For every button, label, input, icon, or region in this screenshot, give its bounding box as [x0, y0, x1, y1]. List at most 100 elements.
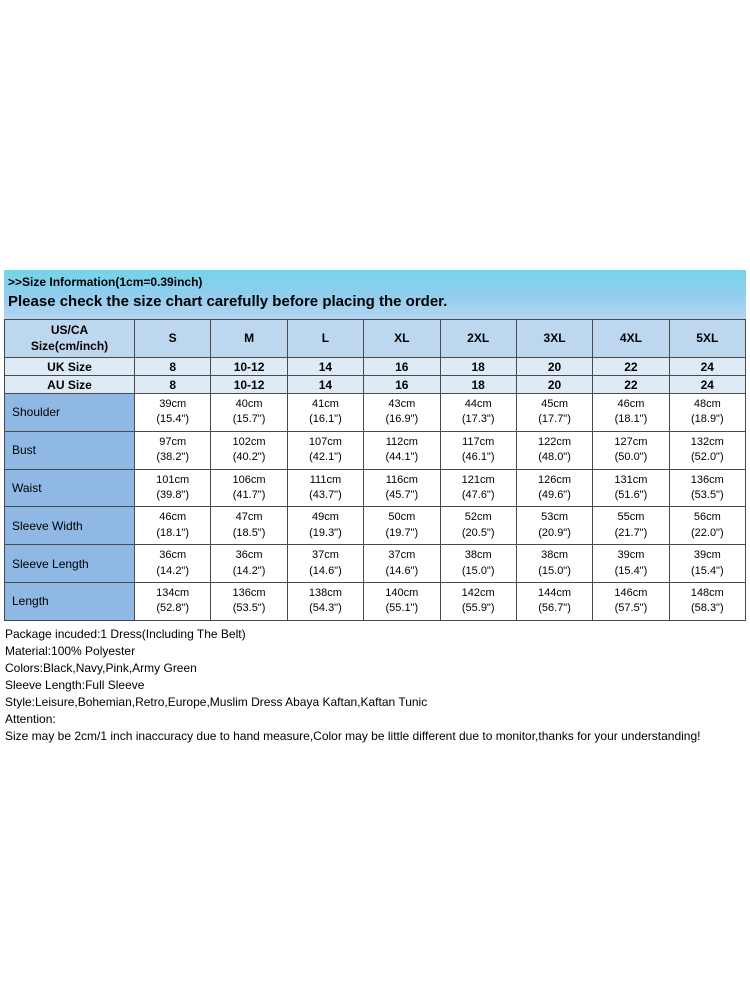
detail-line: Sleeve Length:Full Sleeve — [5, 677, 145, 692]
measurement-cm: 117cm — [462, 435, 495, 448]
measurement-cell: 50cm (19.7") — [363, 506, 441, 546]
measurement-inch: (15.0") — [461, 564, 495, 577]
measurement-inch: (18.1") — [614, 413, 648, 426]
measurement-cm: 46cm — [617, 398, 645, 410]
measurement-cell: 136cm (53.5") — [668, 468, 747, 508]
measurement-inch: (20.5") — [461, 526, 495, 539]
measurement-cell: 39cm (15.4") — [668, 544, 747, 583]
measurement-cm: 44cm — [464, 398, 492, 410]
measurement-cm: 52cm — [464, 511, 492, 524]
measurement-cm: 127cm — [614, 435, 648, 448]
measurement-inch: (58.3") — [690, 602, 724, 615]
measurement-cm: 39cm — [617, 549, 645, 562]
measurement-inch: (14.6") — [309, 564, 342, 577]
detail-line: Material:100% Polyester — [5, 643, 136, 658]
measurement-cell: 37cm (14.6") — [286, 544, 365, 583]
size-col-header: 5XL — [668, 319, 747, 358]
measurement-cm: 121cm — [461, 473, 495, 486]
measurement-cell: 127cm (50.0") — [592, 430, 670, 470]
measurement-inch: (15.0") — [538, 564, 571, 577]
header-band: >>Size Information(1cm=0.39inch) Please … — [4, 270, 746, 319]
measurement-inch: (18.9") — [690, 413, 724, 426]
measurement-inch: (19.7") — [385, 526, 419, 539]
size-col-header: L — [286, 319, 365, 358]
measurement-inch: (47.6") — [461, 488, 495, 501]
measurement-cell: 40cm (15.7") — [210, 393, 288, 432]
uk-size-value: 20 — [515, 357, 594, 376]
measurement-cm: 107cm — [308, 435, 342, 448]
measurement-cm: 45cm — [541, 398, 569, 410]
measurement-cm: 47cm — [235, 511, 263, 524]
measurement-inch: (54.3") — [309, 602, 342, 615]
au-size-value: 22 — [592, 375, 670, 394]
measurement-cm: 102cm — [232, 435, 266, 448]
measurement-cm: 38cm — [541, 549, 569, 562]
measurement-label: Sleeve Length — [4, 544, 135, 583]
measurement-cm: 39cm — [159, 398, 187, 410]
measurement-cell: 136cm (53.5") — [210, 581, 288, 621]
measurement-cell: 138cm (54.3") — [286, 581, 365, 621]
measurement-cm: 101cm — [156, 473, 190, 486]
measurement-inch: (17.3") — [461, 413, 495, 426]
au-size-value: 10-12 — [210, 375, 288, 394]
detail-line: Package incuded:1 Dress(Including The Be… — [5, 626, 246, 641]
au-size-value: 16 — [363, 375, 441, 394]
measurement-inch: (22.0") — [690, 526, 724, 539]
measurement-inch: (55.9") — [461, 602, 495, 615]
measurement-inch: (14.2") — [232, 564, 266, 577]
measurement-cm: 53cm — [541, 511, 569, 524]
measurement-cm: 142cm — [461, 586, 495, 599]
measurement-inch: (39.8") — [156, 488, 189, 501]
measurement-cell: 56cm (22.0") — [668, 506, 747, 546]
measurement-cell: 52cm (20.5") — [439, 506, 517, 546]
measurement-cm: 144cm — [538, 586, 572, 599]
measurement-cell: 146cm (57.5") — [592, 581, 670, 621]
measurement-inch: (46.1") — [461, 451, 495, 464]
measurement-cell: 39cm (15.4") — [133, 393, 212, 432]
measurement-cm: 136cm — [232, 586, 266, 599]
size-table: US/CA Size(cm/inch) S M L XL 2XL 3XL 4XL… — [4, 319, 747, 621]
measurement-cm: 97cm — [159, 435, 187, 448]
measurement-cm: 132cm — [690, 435, 724, 448]
measurement-cell: 47cm (18.5") — [210, 506, 288, 546]
measurement-inch: (21.7") — [614, 526, 648, 539]
measurement-cell: 48cm (18.9") — [668, 393, 747, 432]
size-col-header: 3XL — [515, 319, 594, 358]
measurement-inch: (16.9") — [385, 413, 419, 426]
measurement-inch: (15.4") — [690, 564, 724, 577]
uk-size-value: 10-12 — [210, 357, 288, 376]
measurement-cell: 126cm (49.6") — [515, 468, 594, 508]
measurement-inch: (52.0") — [690, 451, 724, 464]
measurement-cell: 38cm (15.0") — [439, 544, 517, 583]
uk-size-value: 24 — [668, 357, 747, 376]
measurement-row: Shoulder 39cm (15.4") 40cm (15.7") 41cm (16.1"… — [4, 393, 747, 432]
measurement-cell: 43cm (16.9") — [363, 393, 441, 432]
size-col-header: XL — [363, 319, 441, 358]
measurement-inch: (18.1") — [156, 526, 189, 539]
product-details: Package incuded:1 Dress(Including The Be… — [4, 621, 746, 745]
measurement-cell: 41cm (16.1") — [286, 393, 365, 432]
measurement-row: Sleeve Width 46cm (18.1") 47cm (18.5") 49cm (1… — [4, 506, 747, 546]
measurement-cm: 138cm — [308, 586, 342, 599]
measurement-cell: 36cm (14.2") — [133, 544, 212, 583]
size-chart-notice: Please check the size chart carefully be… — [8, 293, 448, 310]
measurement-inch: (14.6") — [385, 564, 419, 577]
measurement-inch: (15.4") — [156, 413, 189, 426]
detail-line: Attention: — [5, 711, 56, 726]
measurement-inch: (53.5") — [232, 602, 266, 615]
au-size-value: 8 — [133, 375, 212, 394]
measurement-inch: (50.0") — [614, 451, 648, 464]
uk-size-value: 8 — [133, 357, 212, 376]
measurement-cell: 44cm (17.3") — [439, 393, 517, 432]
measurement-cell: 53cm (20.9") — [515, 506, 594, 546]
measurement-inch: (14.2") — [156, 564, 189, 577]
measurement-cm: 134cm — [156, 586, 190, 599]
measurement-row: Bust 97cm (38.2") 102cm (40.2") 107cm (42.1") 1… — [4, 430, 747, 470]
measurement-cm: 37cm — [311, 549, 339, 562]
measurement-cell: 142cm (55.9") — [439, 581, 517, 621]
au-size-value: 24 — [668, 375, 747, 394]
au-size-value: 20 — [515, 375, 594, 394]
measurement-cm: 112cm — [385, 435, 418, 448]
measurement-inch: (53.5") — [690, 488, 724, 501]
size-chart-page: >>Size Information(1cm=0.39inch) Please … — [4, 270, 747, 745]
